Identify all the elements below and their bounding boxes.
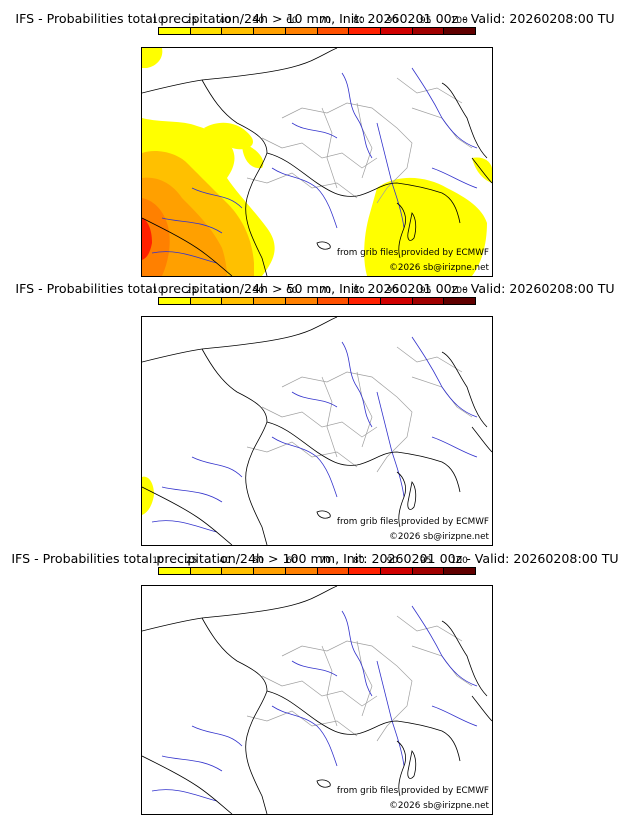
- colorbar-segment: [412, 298, 445, 304]
- colorbar-tick-label: 50: [252, 286, 265, 296]
- rivers: [151, 67, 478, 264]
- colorbar-tick-label: 50: [252, 556, 265, 566]
- colorbar-tick-label: 90: [386, 16, 399, 26]
- colorbar-segment: [285, 28, 318, 34]
- data-source-credit: from grib files provided by ECMWF: [336, 517, 489, 527]
- map-layer: [142, 586, 492, 814]
- colorbar-tick-label: 10: [152, 556, 164, 566]
- colorbar-tick-label: 40: [219, 286, 231, 296]
- colorbar-ticks: 10 25 40 50 60 70 80 90 95 100: [152, 286, 476, 296]
- colorbar-segment: [380, 28, 413, 34]
- colorbar-segment: [349, 28, 381, 34]
- colorbar-segment: [222, 28, 255, 34]
- country-borders: [246, 346, 473, 473]
- colorbar-segment: [159, 568, 191, 574]
- rivers: [151, 605, 478, 802]
- colorbar-segment: [412, 28, 445, 34]
- colorbar-segment: [254, 568, 286, 574]
- colorbar-tick-label: 90: [386, 286, 399, 296]
- panel-title: IFS - Probabilities total precipitation/…: [15, 281, 615, 296]
- colorbar-tick-label: 40: [219, 16, 231, 26]
- colorbar-ticks: 10 25 40 50 60 70 80 90 95 100: [152, 16, 476, 26]
- colorbar-segment: [254, 28, 286, 34]
- colorbar-segment: [317, 28, 350, 34]
- coastlines: [142, 48, 492, 276]
- colorbar-tick-label: 60: [286, 16, 298, 26]
- colorbar-segment: [349, 298, 381, 304]
- panel-10mm: IFS - Probabilities total precipitation/…: [0, 0, 630, 278]
- colorbar-tick-label: 70: [319, 286, 332, 296]
- colorbar-tick-label: 10: [152, 16, 164, 26]
- colorbar-segment: [444, 568, 476, 574]
- country-borders: [246, 77, 473, 204]
- probability-map: from grib files provided by ECMWF ©2026 …: [141, 316, 493, 546]
- colorbar: [158, 567, 476, 575]
- colorbar-tick-label: 60: [286, 286, 298, 296]
- colorbar-segment: [444, 28, 476, 34]
- copyright-credit: ©2026 sb@irizpne.net: [389, 801, 489, 811]
- colorbar-segment: [444, 298, 476, 304]
- rivers: [151, 336, 478, 533]
- colorbar-tick-label: 100: [450, 286, 468, 296]
- map-layer: [142, 317, 492, 545]
- colorbar-segment: [317, 568, 350, 574]
- colorbar-tick-label: 100: [450, 556, 468, 566]
- colorbar-tick-label: 10: [152, 286, 164, 296]
- colorbar-segment: [159, 298, 191, 304]
- colorbar: [158, 27, 476, 35]
- precip-probability-fill: [142, 476, 154, 515]
- colorbar-tick-label: 80: [353, 286, 365, 296]
- panel-100mm: IFS - Probabilities total precipitation/…: [0, 540, 630, 828]
- data-source-credit: from grib files provided by ECMWF: [336, 248, 489, 258]
- colorbar-tick-label: 90: [386, 556, 399, 566]
- probability-map: from grib files provided by ECMWF ©2026 …: [141, 47, 493, 277]
- colorbar-tick-label: 70: [319, 16, 332, 26]
- colorbar-tick-label: 25: [185, 556, 198, 566]
- colorbar-tick-label: 95: [420, 16, 432, 26]
- colorbar-tick-label: 50: [252, 16, 265, 26]
- probability-map: from grib files provided by ECMWF ©2026 …: [141, 585, 493, 815]
- colorbar-tick-label: 95: [420, 556, 432, 566]
- colorbar-tick-label: 95: [420, 286, 432, 296]
- coastlines: [142, 317, 492, 545]
- copyright-credit: ©2026 sb@irizpne.net: [389, 263, 489, 273]
- copyright-credit: ©2026 sb@irizpne.net: [389, 532, 489, 542]
- country-borders: [246, 615, 473, 742]
- coastlines: [142, 586, 492, 814]
- colorbar-tick-label: 25: [185, 286, 198, 296]
- data-source-credit: from grib files provided by ECMWF: [336, 786, 489, 796]
- colorbar-segment: [190, 28, 223, 34]
- colorbar-segment: [380, 568, 413, 574]
- colorbar-segment: [317, 298, 350, 304]
- colorbar-tick-label: 80: [353, 16, 365, 26]
- colorbar-segment: [412, 568, 445, 574]
- colorbar: [158, 297, 476, 305]
- colorbar-segment: [380, 298, 413, 304]
- colorbar-segment: [349, 568, 381, 574]
- colorbar-tick-label: 60: [286, 556, 298, 566]
- colorbar-tick-label: 80: [353, 556, 365, 566]
- panel-title: IFS - Probabilities total precipitation/…: [15, 11, 615, 26]
- precip-probability-fill: [142, 48, 492, 276]
- colorbar-tick-label: 70: [319, 556, 332, 566]
- panel-title: IFS - Probabilities total precipitation/…: [11, 551, 619, 566]
- colorbar-tick-label: 100: [450, 16, 468, 26]
- colorbar-segment: [254, 298, 286, 304]
- colorbar-segment: [159, 28, 191, 34]
- colorbar-segment: [190, 298, 223, 304]
- map-layer: [142, 48, 492, 276]
- panel-50mm: IFS - Probabilities total precipitation/…: [0, 270, 630, 548]
- colorbar-segment: [190, 568, 223, 574]
- colorbar-segment: [285, 568, 318, 574]
- colorbar-segment: [222, 298, 255, 304]
- colorbar-segment: [285, 298, 318, 304]
- colorbar-segment: [222, 568, 255, 574]
- colorbar-tick-label: 25: [185, 16, 198, 26]
- colorbar-ticks: 10 25 40 50 60 70 80 90 95 100: [152, 556, 476, 566]
- colorbar-tick-label: 40: [219, 556, 231, 566]
